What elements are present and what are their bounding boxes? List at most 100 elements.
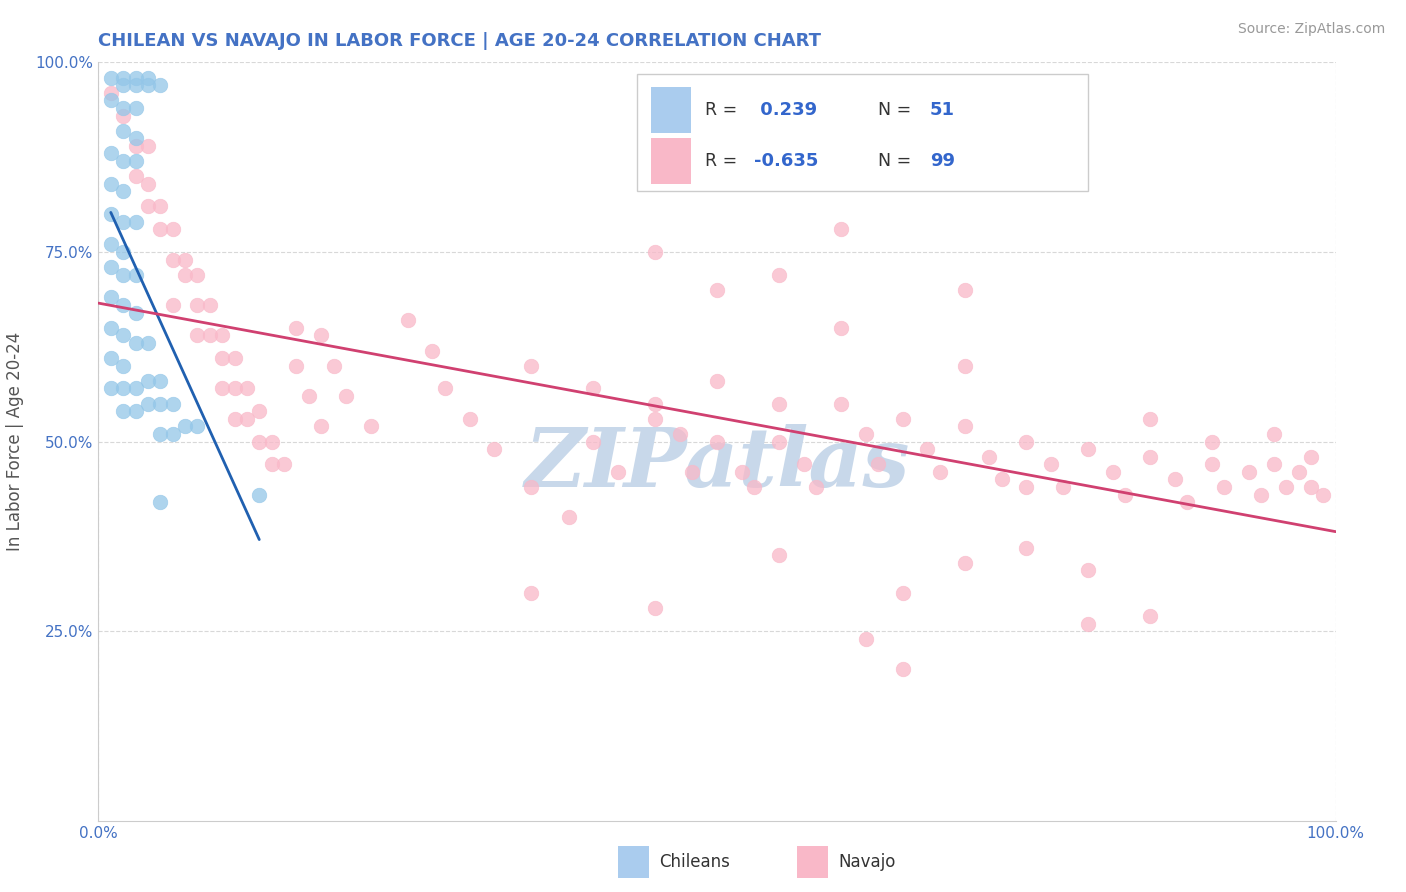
Text: Chileans: Chileans [659,854,730,871]
Point [211,382,233,396]
Point [607,465,630,479]
Point [582,382,605,396]
Point [1077,564,1099,578]
Point [1164,473,1187,487]
Point [100,237,122,252]
Point [260,458,283,472]
Point [1139,412,1161,426]
Point [1040,458,1063,472]
Point [1052,480,1074,494]
Point [100,177,122,191]
Point [112,184,135,198]
Point [211,351,233,366]
Point [198,328,221,343]
Point [112,359,135,373]
Point [335,389,357,403]
Point [112,123,135,137]
Point [1299,480,1322,494]
Point [100,94,122,108]
Point [520,359,543,373]
Point [830,222,852,236]
Point [112,382,135,396]
Point [124,153,146,168]
Point [124,169,146,184]
Point [1175,495,1198,509]
Point [1114,487,1136,501]
Point [124,70,146,85]
Point [247,434,270,449]
FancyBboxPatch shape [637,74,1088,191]
Point [124,404,146,418]
Point [136,374,159,388]
Point [520,586,543,600]
Point [458,412,481,426]
Point [112,78,135,92]
Point [1201,434,1223,449]
Point [1312,487,1334,501]
Point [124,335,146,350]
Point [149,427,172,442]
Point [273,458,295,472]
Point [644,244,666,259]
Text: R =: R = [704,152,742,170]
Point [224,351,246,366]
Point [1275,480,1298,494]
Point [174,268,197,282]
Point [309,419,332,434]
Text: 0.239: 0.239 [754,101,817,120]
Point [855,427,877,442]
Point [136,335,159,350]
Text: CHILEAN VS NAVAJO IN LABOR FORCE | AGE 20-24 CORRELATION CHART: CHILEAN VS NAVAJO IN LABOR FORCE | AGE 2… [98,32,821,50]
Point [236,412,259,426]
Text: N =: N = [877,101,917,120]
Point [706,283,728,297]
Point [112,70,135,85]
Point [149,199,172,213]
Point [1077,442,1099,457]
Point [136,78,159,92]
Point [236,382,259,396]
FancyBboxPatch shape [651,87,692,133]
Point [484,442,506,457]
Point [793,458,815,472]
Text: R =: R = [704,101,742,120]
Point [866,458,889,472]
Point [322,359,344,373]
Point [953,283,976,297]
Point [186,298,208,312]
FancyBboxPatch shape [619,847,650,879]
Point [247,404,270,418]
Point [742,480,765,494]
Point [360,419,382,434]
Point [1250,487,1272,501]
Point [100,320,122,334]
Point [124,101,146,115]
Point [644,396,666,410]
Point [422,343,444,358]
Point [100,70,122,85]
Point [198,298,221,312]
Point [891,412,914,426]
Point [1102,465,1125,479]
Point [100,86,122,100]
Point [891,586,914,600]
Point [1263,458,1285,472]
Point [285,359,308,373]
FancyBboxPatch shape [797,847,828,879]
Point [1015,434,1038,449]
Point [224,412,246,426]
Point [433,382,456,396]
Point [1139,608,1161,623]
Point [557,510,579,524]
Point [100,207,122,221]
Point [112,404,135,418]
Point [100,146,122,161]
Text: N =: N = [877,152,917,170]
Point [644,601,666,615]
Text: Source: ZipAtlas.com: Source: ZipAtlas.com [1237,22,1385,37]
Text: Navajo: Navajo [838,854,896,871]
Point [1077,616,1099,631]
Point [260,434,283,449]
Point [136,396,159,410]
Point [124,131,146,145]
